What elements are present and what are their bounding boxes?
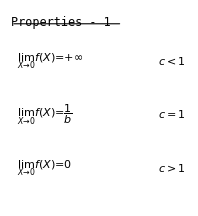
Text: Properties - 1: Properties - 1 xyxy=(11,16,111,29)
Text: $\lim_{X \to 0} f(X) = +\infty$: $\lim_{X \to 0} f(X) = +\infty$ xyxy=(17,51,83,71)
Text: $c < 1$: $c < 1$ xyxy=(158,55,185,67)
Text: $\lim_{X \to 0} f(X) = 0$: $\lim_{X \to 0} f(X) = 0$ xyxy=(17,158,72,178)
Text: $c > 1$: $c > 1$ xyxy=(158,162,185,174)
Text: $\lim_{X \to 0} f(X) = \dfrac{1}{b}$: $\lim_{X \to 0} f(X) = \dfrac{1}{b}$ xyxy=(17,102,73,127)
Text: $c = 1$: $c = 1$ xyxy=(158,108,185,120)
